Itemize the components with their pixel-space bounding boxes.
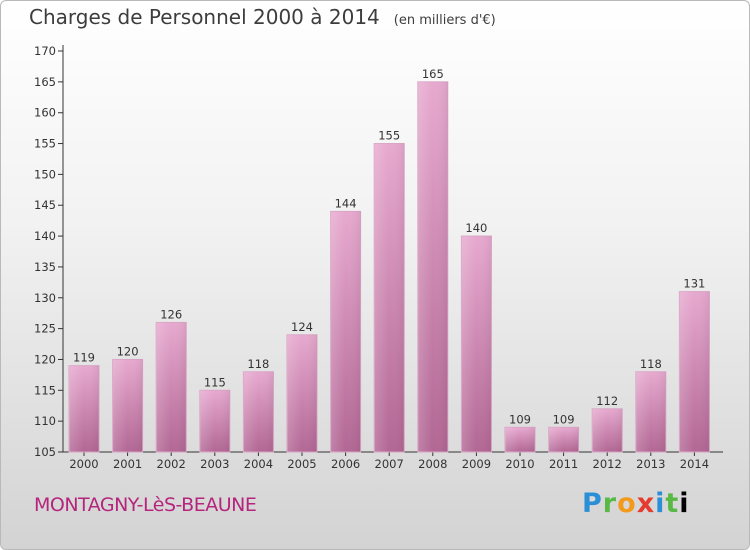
x-tick-label: 2003 — [200, 457, 229, 471]
bar-shade — [505, 427, 535, 452]
value-label: 109 — [509, 412, 531, 426]
x-tick-label: 2004 — [244, 457, 273, 471]
x-tick-label: 2000 — [69, 457, 98, 471]
y-tick-label: 105 — [34, 445, 56, 459]
value-label: 109 — [553, 412, 575, 426]
bar-shade — [69, 365, 99, 452]
bar-shade — [548, 427, 579, 452]
bar-shade — [461, 236, 492, 452]
value-label: 144 — [335, 196, 357, 210]
bar-shade — [592, 408, 623, 452]
y-tick-label: 130 — [34, 291, 56, 305]
y-tick-label: 160 — [34, 106, 56, 120]
value-label: 140 — [465, 221, 487, 235]
x-tick-label: 2012 — [593, 457, 622, 471]
chart-title-text: Charges de Personnel 2000 à 2014 — [29, 5, 380, 29]
value-label: 131 — [683, 277, 705, 291]
value-labels: 119 120 126 115 118 124 144 155 165 140 109 109 112 1… — [73, 67, 705, 426]
value-label: 165 — [422, 67, 444, 81]
logo-letter: t — [665, 488, 680, 519]
bar-shade — [417, 81, 448, 452]
x-tick-label: 2013 — [636, 457, 665, 471]
logo-letter: r — [602, 488, 618, 519]
bars — [68, 81, 710, 453]
bar-shade — [112, 359, 143, 452]
logo-letter: i — [655, 488, 666, 519]
logo-letter: i — [679, 488, 690, 519]
bar-shade — [635, 371, 666, 452]
proxiti-logo[interactable]: Proxiti — [582, 488, 690, 519]
value-label: 124 — [291, 320, 313, 334]
axes: 1051101151201251301351401451501551601651… — [34, 44, 723, 471]
y-tick-label: 135 — [34, 260, 56, 274]
x-tick-label: 2008 — [418, 457, 447, 471]
bar-shade — [243, 371, 274, 452]
bar-shade — [374, 143, 405, 453]
logo-letter: P — [582, 488, 603, 519]
value-label: 119 — [73, 351, 95, 365]
value-label: 118 — [640, 357, 662, 371]
y-tick-label: 165 — [34, 75, 56, 89]
chart-unit: (en milliers d'€) — [393, 13, 496, 28]
logo-letter: o — [617, 488, 637, 519]
y-tick-label: 125 — [34, 322, 56, 336]
x-tick-label: 2007 — [375, 457, 404, 471]
x-tick-label: 2011 — [549, 457, 578, 471]
y-tick-label: 115 — [34, 383, 56, 397]
value-label: 120 — [117, 344, 139, 358]
value-label: 112 — [596, 394, 618, 408]
logo-letter: x — [636, 488, 656, 519]
x-tick-label: 2005 — [287, 457, 316, 471]
y-tick-label: 120 — [34, 352, 56, 366]
y-tick-label: 145 — [34, 198, 56, 212]
x-tick-label: 2006 — [331, 457, 360, 471]
x-tick-label: 2009 — [462, 457, 491, 471]
bar-shade — [287, 334, 317, 452]
value-label: 115 — [204, 375, 226, 389]
y-tick-label: 155 — [34, 137, 56, 151]
value-label: 155 — [378, 129, 400, 143]
value-label: 126 — [160, 307, 182, 321]
value-label: 118 — [247, 357, 269, 371]
x-tick-label: 2002 — [157, 457, 186, 471]
y-tick-label: 140 — [34, 229, 56, 243]
y-tick-label: 170 — [34, 44, 56, 58]
x-tick-label: 2001 — [113, 457, 142, 471]
bar-shade — [330, 211, 361, 452]
place-name: MONTAGNY-LèS-BEAUNE — [34, 494, 257, 516]
x-tick-label: 2010 — [505, 457, 534, 471]
y-tick-label: 150 — [34, 167, 56, 181]
y-tick-label: 110 — [34, 414, 56, 428]
bar-shade — [679, 291, 710, 452]
bar-shade — [156, 322, 187, 452]
x-tick-label: 2014 — [680, 457, 709, 471]
chart-title: Charges de Personnel 2000 à 2014 (en mill… — [29, 5, 496, 29]
bar-shade — [199, 390, 230, 452]
